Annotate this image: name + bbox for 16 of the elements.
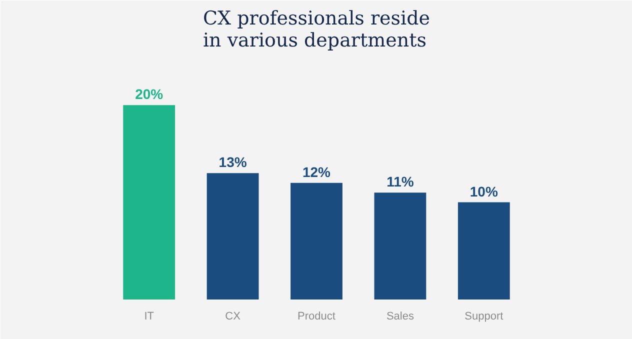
data-label: 11% — [386, 174, 414, 190]
chart-title: CX professionals reside in various departments — [202, 8, 430, 52]
x-tick-label: IT — [144, 310, 154, 322]
data-label: 10% — [470, 183, 498, 200]
x-tick-label: CX — [225, 310, 242, 322]
bar — [123, 105, 176, 300]
x-tick-label: Sales — [386, 310, 414, 322]
data-label: 20% — [135, 86, 164, 102]
bar — [374, 192, 426, 300]
x-tick-label: Support — [464, 310, 504, 322]
bar — [458, 202, 510, 300]
bar — [206, 173, 259, 300]
data-label: 12% — [302, 164, 332, 180]
bar — [290, 182, 342, 300]
x-tick-label: Product — [298, 310, 336, 322]
data-label: 13% — [218, 154, 248, 170]
